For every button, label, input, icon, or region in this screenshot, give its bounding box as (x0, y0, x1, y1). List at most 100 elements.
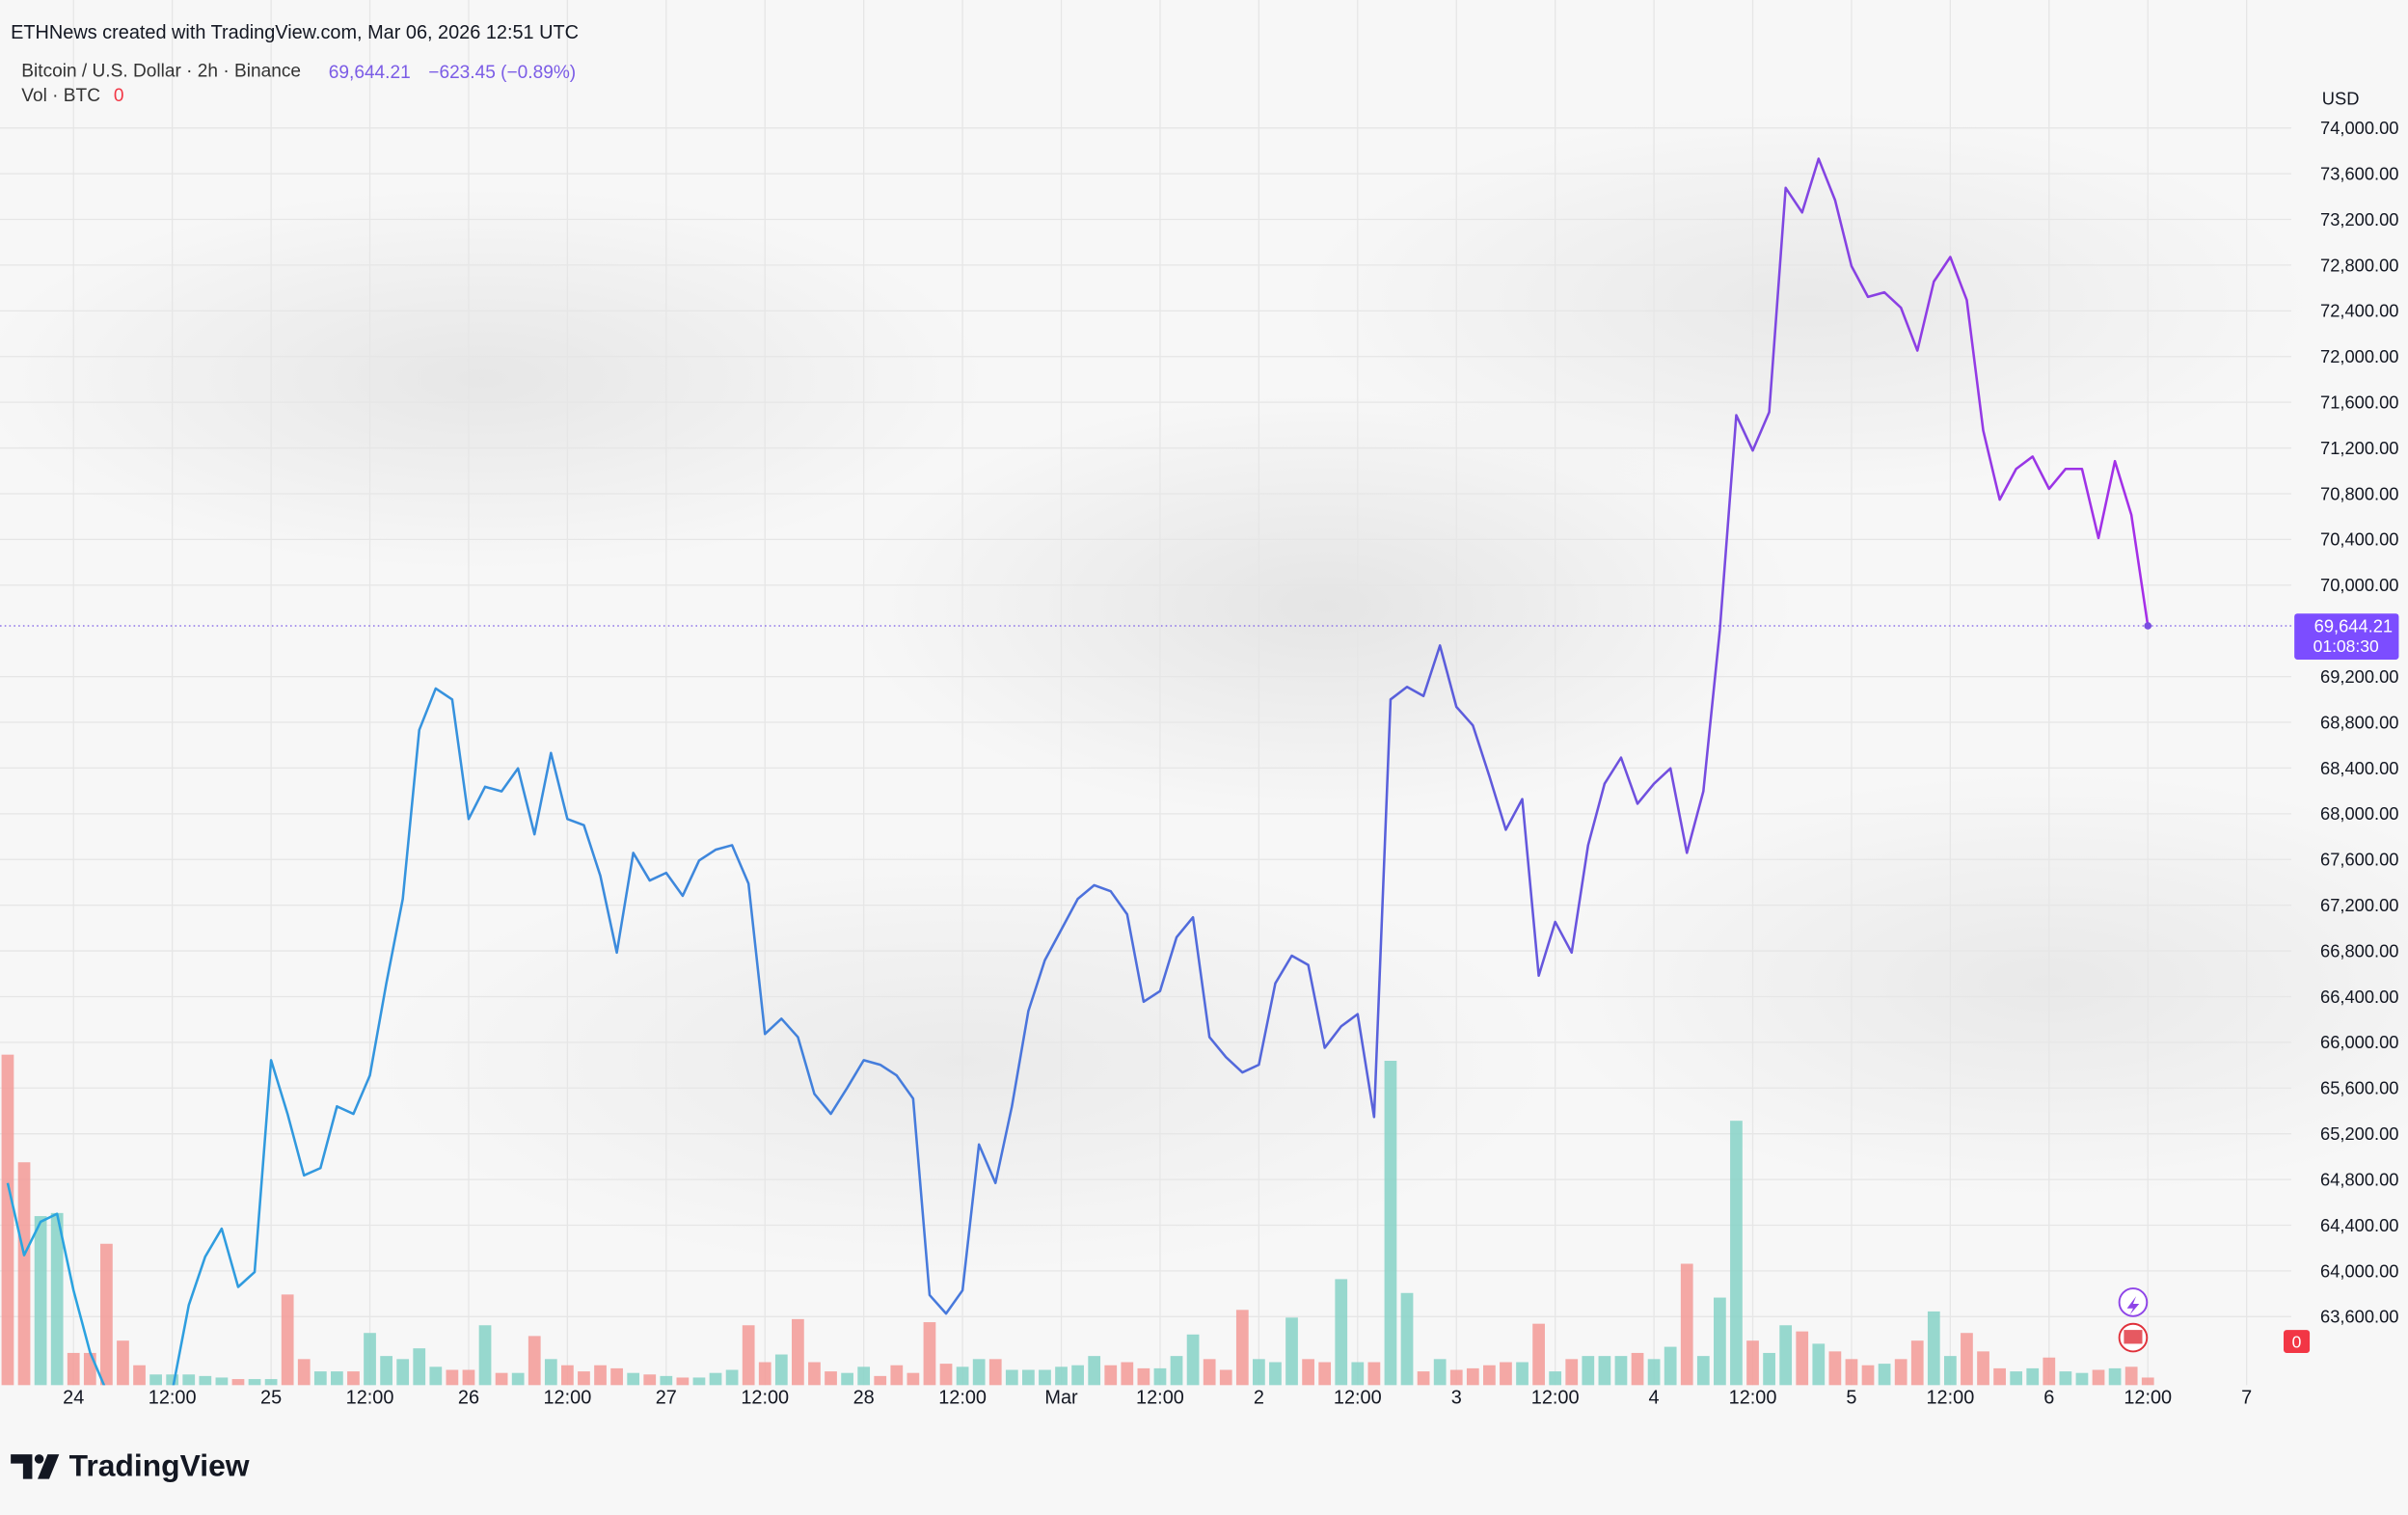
volume-bar (1582, 1356, 1595, 1386)
x-tick-label: 6 (2043, 1388, 2054, 1409)
volume-bar (561, 1365, 574, 1386)
volume-bar (1598, 1356, 1611, 1386)
volume-bar (1680, 1263, 1693, 1386)
volume-bar (462, 1369, 475, 1386)
x-tick-label: 5 (1846, 1388, 1856, 1409)
legend-last: 69,644.21 (329, 63, 411, 83)
volume-bar (1796, 1331, 1809, 1386)
volume-bar (2059, 1371, 2072, 1386)
volume-bar (972, 1359, 986, 1386)
y-tick-label: 69,200.00 (2320, 666, 2398, 687)
volume-bar (1449, 1369, 1463, 1386)
x-tick-label: 12:00 (543, 1388, 591, 1409)
volume-bar (1549, 1371, 1562, 1386)
volume-bar (1927, 1311, 1940, 1386)
y-tick-label: 71,600.00 (2320, 392, 2398, 413)
volume-bar (2092, 1369, 2105, 1386)
y-tick-label: 68,400.00 (2320, 758, 2398, 778)
volume-bar (1483, 1365, 1496, 1386)
x-tick-label: 4 (1649, 1388, 1660, 1409)
x-tick-label: 12:00 (1926, 1388, 1974, 1409)
volume-bar (923, 1322, 936, 1386)
volume-bar (956, 1366, 969, 1386)
volume-bar (1302, 1359, 1314, 1386)
y-tick-label: 70,400.00 (2320, 529, 2398, 550)
x-tick-label: 28 (853, 1388, 875, 1409)
volume-bar (1696, 1356, 1710, 1386)
grid (0, 0, 2291, 1386)
volume-bar (774, 1354, 788, 1386)
volume-bar (1516, 1362, 1529, 1386)
volume-bar (1466, 1367, 1479, 1386)
volume-bar (1763, 1352, 1775, 1386)
volume-bar (1664, 1346, 1677, 1386)
legend-volume-value: 0 (114, 86, 124, 106)
y-tick-label: 64,400.00 (2320, 1215, 2398, 1235)
volume-bar (117, 1340, 129, 1386)
volume-bar (610, 1367, 623, 1386)
y-tick-label: 70,000.00 (2320, 575, 2398, 595)
volume-bar (1384, 1061, 1397, 1386)
volume-bar (1400, 1292, 1414, 1386)
brand: TradingView (69, 1447, 250, 1482)
labels: 74,000.00 73,600.00 73,200.00 72,800.00 72,4… (63, 118, 2399, 1409)
x-tick-label: 12:00 (1729, 1388, 1777, 1409)
volume-bar (1285, 1317, 1298, 1386)
volume-bar (347, 1371, 360, 1386)
x-tick-label: 3 (1451, 1388, 1462, 1409)
volume-bar (643, 1374, 657, 1386)
volume-bar (364, 1333, 376, 1386)
volume-bar (495, 1372, 508, 1386)
y-tick-label: 66,000.00 (2320, 1032, 2398, 1052)
volume-bar (792, 1318, 804, 1386)
y-tick-label: 70,800.00 (2320, 483, 2398, 503)
x-tick-label: 12:00 (2124, 1388, 2172, 1409)
volume-bar (166, 1374, 179, 1386)
volume-layer (1, 1054, 2154, 1386)
price-layer (6, 157, 2152, 1386)
y-tick-label: 64,800.00 (2320, 1169, 2398, 1189)
volume-bar (578, 1371, 590, 1386)
y-tick-label: 64,000.00 (2320, 1260, 2398, 1281)
volume-bar (594, 1365, 607, 1386)
volume-bar (1746, 1340, 1759, 1386)
volume-bar (2141, 1377, 2154, 1386)
volume-bar (1944, 1356, 1957, 1386)
volume-bar (2026, 1367, 2040, 1386)
y-tick-label: 65,600.00 (2320, 1078, 2398, 1098)
volume-bar (331, 1371, 343, 1386)
volume-bar (939, 1364, 953, 1386)
x-tick-label: 12:00 (1334, 1388, 1382, 1409)
volume-bar (1351, 1362, 1365, 1386)
volume-bar (1861, 1365, 1875, 1386)
volume-bar (1961, 1333, 1973, 1386)
volume-bar (841, 1372, 853, 1386)
volume-bar (199, 1375, 212, 1386)
x-tick-label: 12:00 (938, 1388, 987, 1409)
volume-bar (1269, 1362, 1282, 1386)
y-tick-label: 71,200.00 (2320, 438, 2398, 458)
volume-bar (1878, 1364, 1891, 1386)
volume-bar (297, 1359, 311, 1386)
y-tick-label: 73,200.00 (2320, 209, 2398, 230)
x-tick-label: 12:00 (1531, 1388, 1580, 1409)
volume-bar (1253, 1359, 1265, 1386)
legend-symbol: Bitcoin / U.S. Dollar · 2h · Binance (21, 62, 301, 82)
volume-bar (1318, 1362, 1332, 1386)
volume-bar (1104, 1365, 1118, 1386)
volume-bar (264, 1379, 278, 1386)
volume-bar (1647, 1359, 1661, 1386)
axis-unit: USD (2322, 88, 2360, 108)
price-tag (2294, 613, 2399, 660)
volume-bar (2043, 1357, 2056, 1386)
volume-bar (676, 1377, 690, 1386)
brand-logo (11, 1454, 60, 1479)
volume-bar (1219, 1369, 1232, 1386)
volume-bar (413, 1348, 426, 1386)
volume-bar (429, 1366, 443, 1386)
volume-bar (34, 1216, 47, 1386)
x-tick-label: 12:00 (1136, 1388, 1184, 1409)
y-tick-label: 72,000.00 (2320, 346, 2398, 366)
volume-bar (1005, 1369, 1018, 1386)
